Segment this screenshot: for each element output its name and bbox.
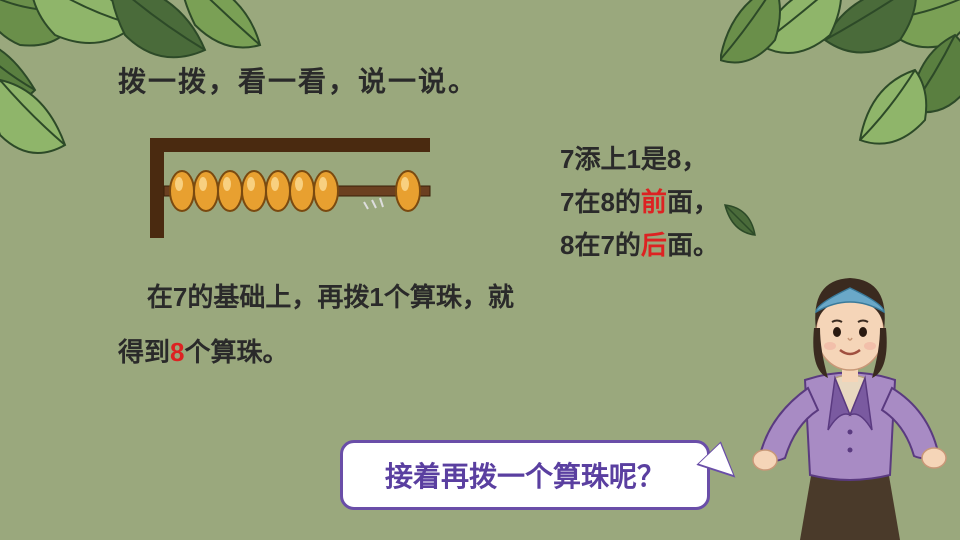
rule-line-2: 7在8的前面， — [560, 181, 820, 224]
bead-group-left — [170, 171, 338, 211]
leaf-decoration-top-right — [720, 0, 960, 155]
teacher-illustration — [750, 260, 950, 540]
rules-text: 7添上1是8， 7在8的前面， 8在7的后面。 — [560, 138, 820, 267]
abacus-diagram — [150, 138, 440, 248]
instruction-title: 拨一拨，看一看，说一说。 — [118, 60, 478, 100]
speech-bubble: 接着再拨一个算珠呢？ — [340, 440, 710, 510]
bead-group-right — [396, 171, 420, 211]
rule-line-1: 7添上1是8， — [560, 138, 820, 181]
explanation-text: 在7的基础上，再拨1个算珠，就得到8个算珠。 — [118, 270, 538, 379]
